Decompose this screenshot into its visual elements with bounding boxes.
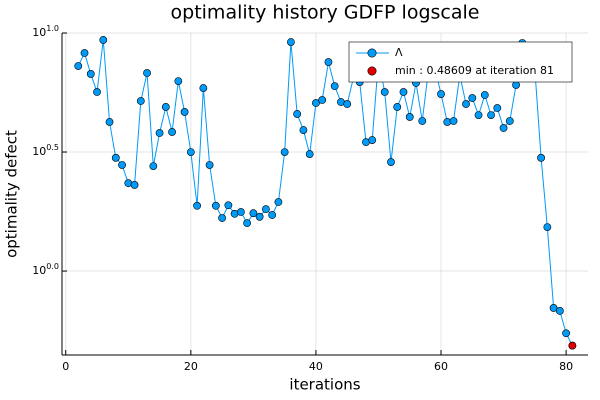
data-point [299, 126, 308, 134]
data-point [474, 111, 483, 119]
data-point [99, 36, 108, 44]
data-point [330, 82, 339, 91]
data-point [161, 103, 170, 111]
data-point [293, 110, 302, 118]
data-point [487, 111, 495, 119]
data-point [193, 201, 201, 210]
data-point [287, 38, 295, 46]
data-point [393, 103, 402, 111]
data-point [555, 307, 564, 315]
data-point [493, 104, 502, 112]
data-point [318, 96, 327, 104]
data-point [324, 58, 333, 66]
data-point [305, 150, 314, 158]
data-point [74, 62, 83, 70]
x-tick-label: 40 [309, 360, 323, 373]
legend-box [348, 41, 573, 83]
x-tick-label: 80 [559, 360, 573, 373]
x-tick-label: 0 [62, 360, 69, 373]
data-point [537, 153, 545, 162]
data-point [118, 161, 126, 169]
data-point [568, 341, 577, 350]
data-point [249, 209, 258, 218]
data-point [186, 148, 195, 157]
data-point [468, 94, 477, 102]
data-point [343, 100, 352, 108]
data-point [180, 108, 189, 116]
data-point [387, 158, 395, 166]
series-line [77, 39, 573, 346]
data-point [437, 90, 445, 98]
data-point [368, 136, 377, 144]
data-point [243, 219, 252, 228]
data-point [462, 100, 470, 108]
y-tick-label: 100.0 [32, 262, 59, 278]
data-point [174, 77, 183, 85]
data-point [512, 81, 520, 89]
data-point [261, 205, 270, 214]
data-point [136, 97, 145, 105]
data-point [224, 201, 233, 210]
data-point [505, 117, 514, 125]
data-point [86, 70, 95, 78]
y-axis-label: optimality defect [3, 130, 21, 258]
x-tick-label: 20 [184, 360, 198, 373]
data-point [562, 329, 571, 338]
data-point [149, 162, 158, 170]
data-point [155, 129, 164, 137]
data-point [280, 148, 289, 157]
y-tick-label: 100.5 [32, 143, 59, 159]
data-point [268, 211, 277, 219]
chart-title: optimality history GDFP logscale [171, 2, 480, 24]
data-point [274, 198, 283, 206]
data-point [236, 208, 245, 216]
data-point [218, 214, 227, 222]
data-point [205, 161, 214, 169]
data-point [449, 117, 458, 125]
legend-label: Λ [395, 46, 403, 59]
data-point [93, 88, 101, 96]
x-tick-label: 60 [434, 360, 448, 373]
legend-label: min : 0.48609 at iteration 81 [395, 64, 554, 77]
data-point [255, 212, 264, 221]
x-axis-label: iterations [289, 376, 360, 394]
data-point [399, 88, 408, 96]
data-point [543, 223, 552, 231]
data-point [418, 117, 427, 125]
data-point [380, 88, 389, 96]
data-point [80, 49, 89, 57]
data-point [312, 99, 320, 107]
data-point [211, 201, 220, 210]
data-point [168, 128, 176, 136]
data-point [199, 84, 208, 92]
data-point [143, 69, 151, 77]
data-point [480, 91, 489, 99]
legend-marker [367, 48, 377, 58]
legend-marker [367, 66, 377, 76]
data-point [499, 124, 508, 132]
data-point [105, 118, 114, 126]
y-tick-label: 101.0 [32, 24, 59, 40]
data-point [405, 113, 414, 121]
data-point [549, 304, 558, 312]
data-point [130, 181, 139, 189]
data-point [111, 153, 120, 162]
